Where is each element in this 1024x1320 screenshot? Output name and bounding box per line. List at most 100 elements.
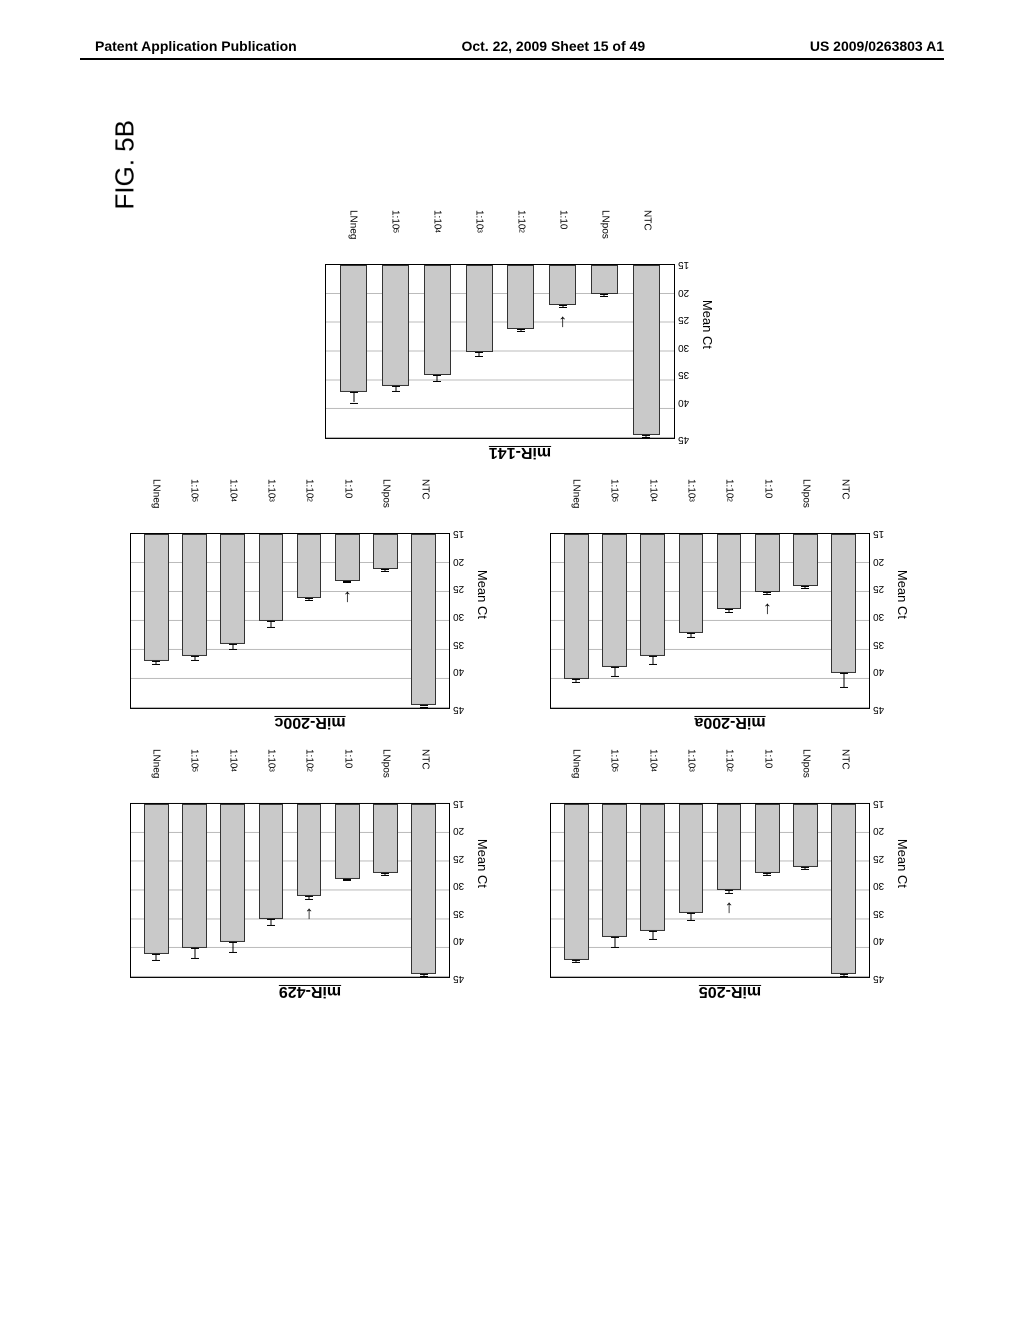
bar-group xyxy=(625,265,667,438)
error-cap xyxy=(152,960,160,961)
y-tick: 20 xyxy=(453,825,471,835)
y-tick: 15 xyxy=(873,528,891,538)
error-cap xyxy=(229,649,237,650)
charts-grid: miR-205Mean Ct15202530354045↓NTCLNpos1:1… xyxy=(130,210,910,1000)
error-cap xyxy=(152,664,160,665)
bar xyxy=(633,265,660,435)
y-tick: 35 xyxy=(453,908,471,918)
error-cap xyxy=(600,294,608,295)
chart-title: miR-200a xyxy=(694,713,765,731)
error-cap xyxy=(840,687,848,688)
error-cap xyxy=(420,707,428,708)
error-cap xyxy=(611,947,619,948)
x-label: 1:105 xyxy=(595,479,633,533)
error-cap xyxy=(801,867,809,868)
bar xyxy=(831,804,856,974)
error-cap xyxy=(517,331,525,332)
x-label: LNpos xyxy=(584,210,626,264)
chart-body: Mean Ct15202530354045↓NTCLNpos1:101:1021… xyxy=(550,479,910,708)
x-labels: NTCLNpos1:101:1021:1031:1041:105LNneg xyxy=(550,749,870,803)
error-cap xyxy=(649,939,657,940)
y-axis-label: Mean Ct xyxy=(895,839,910,888)
error-cap xyxy=(611,676,619,677)
chart-panel: miR-429Mean Ct15202530354045↓NTCLNpos1:1… xyxy=(130,749,490,1000)
bar-group xyxy=(252,534,290,707)
plot-box: ↓ xyxy=(550,803,870,978)
y-tick: 40 xyxy=(453,935,471,945)
x-labels: NTCLNpos1:101:1021:1031:1041:105LNneg xyxy=(130,749,450,803)
ytick-column: 15202530354045 xyxy=(450,479,471,708)
error-cap xyxy=(517,329,525,330)
error-bar xyxy=(690,913,691,920)
error-cap xyxy=(725,612,733,613)
header-left: Patent Application Publication xyxy=(95,38,297,54)
error-cap xyxy=(611,667,619,668)
plot-and-xlabels: ↓NTCLNpos1:101:1021:1031:1041:105LNneg xyxy=(130,479,450,708)
y-ticks: 15202530354045 xyxy=(873,533,891,708)
page-header: Patent Application Publication Oct. 22, … xyxy=(0,38,1024,54)
y-tick: 35 xyxy=(873,639,891,649)
threshold-arrow-icon: ↓ xyxy=(305,904,314,925)
x-label: 1:103 xyxy=(672,479,710,533)
y-tick: 15 xyxy=(453,528,471,538)
y-ticks: 15202530354045 xyxy=(453,803,471,978)
bar xyxy=(679,534,704,632)
bar-group xyxy=(366,804,404,977)
bar xyxy=(144,804,169,954)
bar-group: ↓ xyxy=(542,265,584,438)
bar-group xyxy=(824,534,862,707)
error-cap xyxy=(840,976,848,977)
x-label: NTC xyxy=(405,479,443,533)
bar-group: ↓ xyxy=(290,804,328,977)
error-cap xyxy=(433,375,441,376)
bar xyxy=(297,804,322,896)
plot-box: ↓ xyxy=(550,533,870,708)
error-cap xyxy=(305,896,313,897)
figure-caption: FIG. 5B xyxy=(109,120,140,210)
y-tick: 45 xyxy=(873,973,891,983)
x-label: 1:10 xyxy=(328,749,366,803)
bar xyxy=(591,265,618,294)
error-cap xyxy=(381,873,389,874)
x-label: LNneg xyxy=(556,749,594,803)
error-cap xyxy=(642,437,650,438)
bar-group xyxy=(824,804,862,977)
x-label: 1:103 xyxy=(458,210,500,264)
y-tick: 45 xyxy=(453,973,471,983)
x-label: 1:105 xyxy=(374,210,416,264)
error-cap xyxy=(687,637,695,638)
bar-group xyxy=(672,804,710,977)
x-labels: NTCLNpos1:101:1021:1031:1041:105LNneg xyxy=(130,479,450,533)
error-bar xyxy=(614,667,615,676)
error-bar xyxy=(194,948,195,958)
bar-group xyxy=(214,804,252,977)
x-label: LNpos xyxy=(367,479,405,533)
bar-group xyxy=(596,804,634,977)
x-label: 1:105 xyxy=(175,479,213,533)
error-cap xyxy=(267,627,275,628)
y-tick: 20 xyxy=(873,556,891,566)
error-cap xyxy=(420,705,428,706)
x-label: NTC xyxy=(825,479,863,533)
bar-group xyxy=(634,804,672,977)
y-tick: 45 xyxy=(453,704,471,714)
error-cap xyxy=(381,875,389,876)
error-bar xyxy=(843,673,844,687)
bar xyxy=(373,534,398,569)
error-cap xyxy=(475,352,483,353)
y-tick: 35 xyxy=(678,369,696,379)
error-cap xyxy=(642,435,650,436)
x-label: LNneg xyxy=(332,210,374,264)
bar xyxy=(144,534,169,661)
error-cap xyxy=(763,875,771,876)
bar xyxy=(793,534,818,586)
bar xyxy=(755,804,780,873)
x-label: 1:104 xyxy=(213,749,251,803)
bar-group xyxy=(786,534,824,707)
error-cap xyxy=(229,952,237,953)
x-label: 1:104 xyxy=(633,749,671,803)
bar-group xyxy=(417,265,459,438)
error-cap xyxy=(392,386,400,387)
ytick-column: 15202530354045 xyxy=(450,749,471,978)
plot-and-xlabels: ↓NTCLNpos1:101:1021:1031:1041:105LNneg xyxy=(550,749,870,978)
